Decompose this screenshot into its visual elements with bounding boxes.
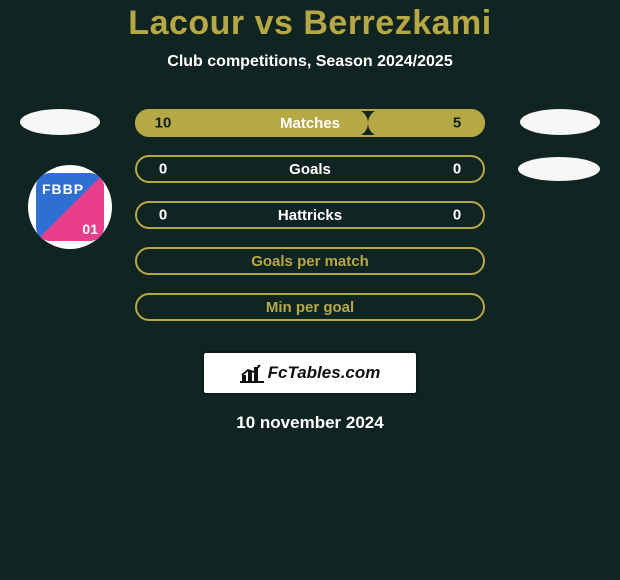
stat-value-right: 5 (437, 115, 477, 132)
player-left-avatar (20, 109, 100, 135)
comparison-row: 0 0Hattricks (135, 201, 485, 229)
comparison-row: 105Matches (135, 109, 485, 137)
club-badge-left: FBBP 01 (28, 165, 112, 249)
footer-date: 10 november 2024 (0, 413, 620, 433)
stats-area: FBBP 01 105Matches00Goals00HattricksGoal… (0, 109, 620, 349)
watermark: FcTables.com (202, 351, 418, 395)
stat-label: Goals (137, 161, 483, 178)
stat-value-left: 0 (143, 207, 183, 224)
stat-label: Hattricks (137, 207, 483, 224)
stat-value-left: 0 (143, 161, 183, 178)
watermark-chart-icon (240, 363, 264, 383)
stat-label: Min per goal (137, 299, 483, 316)
comparison-rows: 105Matches00Goals00HattricksGoals per ma… (135, 109, 485, 339)
club-badge-inner: FBBP 01 (36, 173, 104, 241)
comparison-row: Min per goal (135, 293, 485, 321)
club-badge-text: FBBP (42, 181, 84, 197)
player-right-avatar-2 (518, 157, 600, 181)
stat-value-right: 0 (437, 207, 477, 224)
comparison-row: 0 0Goals (135, 155, 485, 183)
stat-label: Goals per match (137, 253, 483, 270)
stat-value-right: 0 (437, 161, 477, 178)
watermark-text: FcTables.com (268, 363, 381, 383)
club-badge-small: 01 (82, 221, 98, 237)
page-subtitle: Club competitions, Season 2024/2025 (0, 53, 620, 71)
page-title: Lacour vs Berrezkami (0, 4, 620, 43)
player-right-avatar (520, 109, 600, 135)
stat-value-left: 10 (143, 115, 183, 132)
comparison-row: Goals per match (135, 247, 485, 275)
